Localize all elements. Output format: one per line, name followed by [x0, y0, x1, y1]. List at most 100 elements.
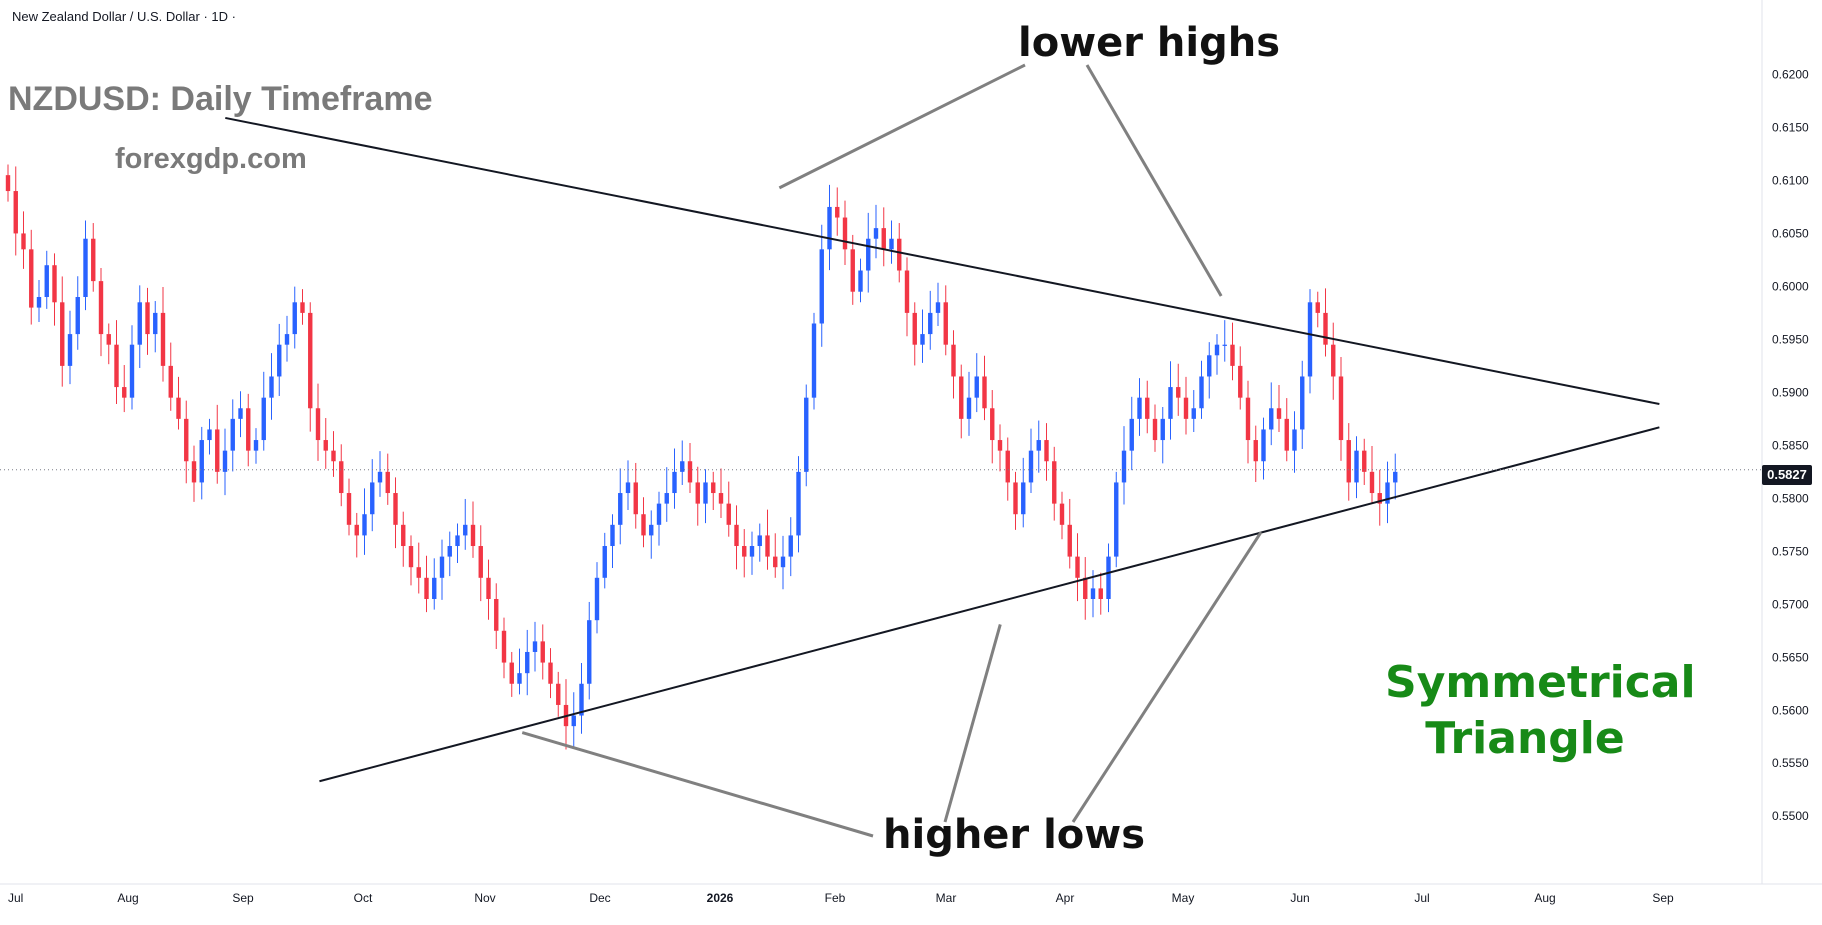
candle-body [346, 493, 352, 525]
candle-body [331, 450, 336, 462]
candle-body [811, 323, 817, 398]
candle-body [370, 482, 375, 515]
candle-body [416, 567, 421, 578]
candle-body [1354, 450, 1359, 483]
x-tick-label: Sep [1652, 891, 1674, 905]
candle-body [1059, 503, 1065, 525]
candle-body [137, 302, 142, 345]
x-tick-label: Aug [117, 891, 138, 905]
candle-body [432, 577, 437, 599]
candle-body [1083, 577, 1088, 599]
candle-body [1300, 376, 1305, 430]
x-tick-label: Feb [825, 891, 846, 905]
candle-body [323, 440, 328, 451]
x-tick-label: Dec [589, 891, 610, 905]
candle-body [649, 524, 654, 536]
candle-body [145, 302, 150, 335]
candle-body [463, 524, 468, 536]
x-tick-label: Nov [474, 891, 495, 905]
candle-body [1036, 440, 1041, 451]
candle-body [1338, 376, 1344, 441]
candle-body [532, 641, 538, 652]
candle-body [765, 535, 770, 557]
candle-body [1098, 588, 1103, 599]
candle-body [1152, 418, 1158, 441]
annotation-pointer [1085, 64, 1223, 297]
candle-body [587, 620, 592, 684]
candle-body [1067, 524, 1072, 557]
candle-body [44, 265, 49, 298]
candle-body [866, 238, 871, 271]
candle-body [1346, 440, 1351, 483]
candle-body [67, 334, 73, 366]
candle-body [1028, 450, 1034, 483]
candle-body [1269, 408, 1274, 430]
candle-body [184, 418, 189, 462]
candle-body [819, 249, 824, 324]
candle-body [98, 281, 104, 335]
candle-body [292, 302, 297, 335]
candle-body [222, 450, 228, 472]
y-tick-label: 0.5950 [1772, 332, 1809, 346]
candle-body [424, 577, 429, 599]
candle-body [354, 524, 359, 536]
candle-body [889, 238, 894, 250]
candle-body [904, 270, 910, 313]
candle-body [1393, 471, 1398, 483]
candle-body [339, 461, 344, 494]
candle-body [385, 471, 390, 494]
candle-body [176, 397, 181, 419]
candle-body [928, 312, 933, 335]
candle-body [641, 514, 646, 536]
candle-body [982, 376, 987, 409]
y-tick-label: 0.5900 [1772, 385, 1809, 399]
candle-body [943, 302, 948, 345]
candle-body [1090, 588, 1096, 599]
candle-body [1075, 556, 1080, 578]
candle-body [780, 556, 786, 568]
candle-body [238, 408, 243, 419]
candle-body [486, 577, 491, 599]
candle-body [199, 440, 204, 483]
candle-body [881, 228, 886, 250]
candle-body [1377, 493, 1382, 504]
candle-body [106, 334, 111, 345]
candle-body [269, 376, 274, 398]
candle-body [478, 546, 483, 578]
candle-body [191, 461, 197, 483]
candle-body [160, 312, 166, 366]
candle-body [873, 228, 879, 239]
candle-body [1323, 312, 1328, 345]
candle-body [672, 471, 677, 494]
instrument-header: New Zealand Dollar / U.S. Dollar · 1D · [12, 9, 236, 24]
candle-body [408, 546, 414, 568]
candle-body [1230, 344, 1235, 366]
candle-body [52, 265, 57, 303]
candle-body [1199, 376, 1204, 409]
candle-body [1362, 450, 1367, 472]
candle-body [749, 546, 755, 557]
candle-body [1253, 440, 1258, 462]
x-tick-label: Sep [232, 891, 254, 905]
candle-body [742, 546, 747, 557]
candle-body [571, 715, 576, 727]
candle-body [83, 238, 88, 298]
annotation-pointer [1071, 531, 1263, 823]
candle-body [556, 683, 561, 705]
candle-body [253, 440, 259, 451]
candle-body [1284, 418, 1289, 451]
candle-body [1191, 408, 1196, 419]
x-tick-label: Oct [354, 891, 373, 905]
candle-body [842, 217, 848, 250]
candle-body [494, 598, 499, 631]
candle-body [1168, 387, 1173, 419]
y-tick-label: 0.5650 [1772, 650, 1809, 664]
candle-body [1307, 302, 1313, 377]
candle-body [525, 651, 530, 674]
candle-body [1160, 418, 1165, 441]
candle-body [974, 376, 979, 398]
candles-layer [5, 164, 1398, 750]
candle-body [796, 471, 801, 536]
candle-body [439, 556, 445, 578]
